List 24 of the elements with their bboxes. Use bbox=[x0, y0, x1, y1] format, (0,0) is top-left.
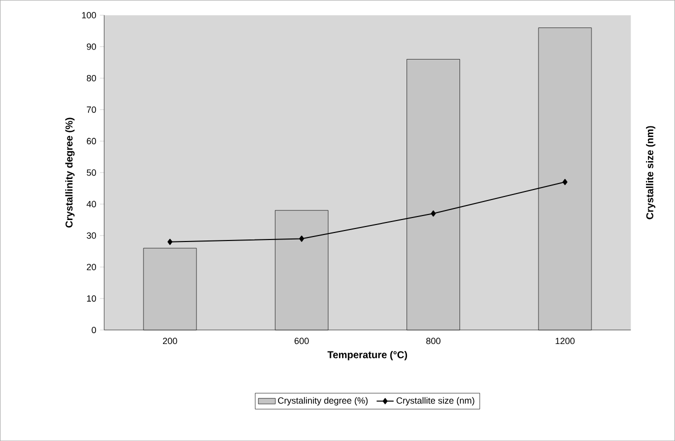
y-tick-label: 60 bbox=[86, 138, 96, 144]
y-tick-label: 90 bbox=[86, 43, 96, 50]
y-tick-label: 0 bbox=[92, 326, 96, 334]
legend-label: Crystallite size (nm) bbox=[396, 397, 474, 406]
point bbox=[430, 210, 436, 217]
legend-label: Crystalinity degree (%) bbox=[278, 397, 368, 406]
x-tick-label: 800 bbox=[426, 338, 440, 344]
x-tick-label: 1200 bbox=[556, 338, 575, 344]
y-tick-label: 70 bbox=[86, 106, 96, 113]
x-tick-label: 200 bbox=[162, 338, 178, 344]
y-tick-label: 40 bbox=[86, 200, 96, 208]
x-axis-title: Temperature (°C) bbox=[328, 350, 408, 360]
y-tick-label: 30 bbox=[86, 232, 96, 239]
point bbox=[299, 236, 304, 242]
point bbox=[168, 238, 172, 245]
y-tick-label: 20 bbox=[86, 264, 96, 270]
x-tick-label: 600 bbox=[294, 338, 309, 344]
y-tick-label: 10 bbox=[87, 295, 96, 302]
y-tick-label: 50 bbox=[86, 169, 96, 176]
y2-axis-title: Crystallite size (nm) bbox=[646, 126, 656, 220]
y-tick-label: 100 bbox=[82, 12, 96, 18]
y-tick-label: 80 bbox=[86, 74, 96, 82]
point bbox=[562, 178, 568, 186]
y-axis-title: Crystallinity degree (%) bbox=[65, 118, 75, 228]
